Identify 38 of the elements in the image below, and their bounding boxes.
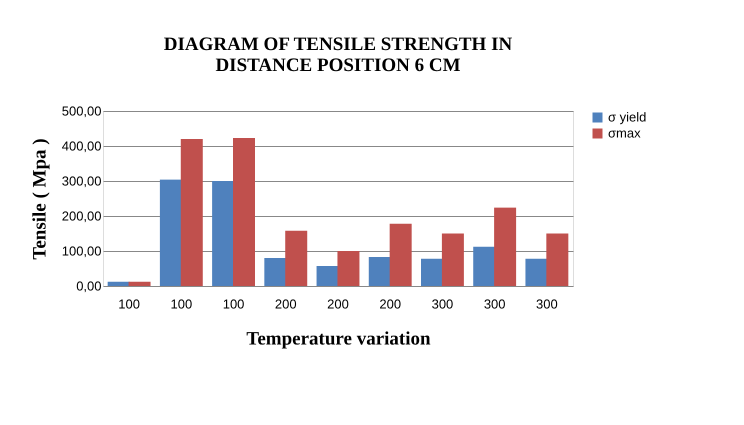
x-tick-label: 100: [170, 296, 192, 312]
legend-label: σ yield: [608, 110, 646, 124]
x-tick-label: 200: [327, 296, 349, 312]
y-tick-label: 200,00: [62, 208, 102, 224]
x-axis-title: Temperature variation: [246, 328, 432, 350]
x-tick-label: 100: [118, 296, 140, 312]
y-axis-title: Tensile ( Mpa ): [30, 138, 51, 260]
bar: [442, 234, 464, 286]
bar: [264, 258, 286, 286]
x-tick-label: 100: [222, 296, 244, 312]
bar: [160, 180, 182, 286]
y-tick-label: 0,00: [76, 278, 102, 294]
bar: [212, 181, 234, 286]
bar: [473, 246, 496, 286]
bar: [368, 256, 391, 286]
bar: [180, 139, 203, 286]
bar: [337, 251, 360, 286]
bar: [421, 258, 443, 286]
bar: [390, 224, 412, 286]
y-tick-label: 400,00: [62, 138, 102, 154]
bar: [108, 282, 130, 286]
bar: [233, 138, 255, 286]
bar: [128, 282, 151, 286]
bar: [285, 230, 308, 286]
legend-label: σmax: [608, 126, 642, 140]
x-tick-label: 200: [274, 296, 297, 312]
x-tick-label: 300: [432, 296, 454, 312]
x-tick-label: 200: [379, 296, 402, 312]
y-tick-label: 500,00: [62, 104, 102, 118]
y-tick-label: 300,00: [62, 174, 102, 188]
bar: [525, 258, 548, 286]
x-tick-label: 300: [536, 296, 558, 312]
bar: [546, 234, 568, 286]
bar: [494, 208, 516, 286]
chart-title: DIAGRAM OF TENSILE STRENGTH IN DISTANCE POSITION 6 CM: [164, 34, 512, 76]
bar: [316, 266, 339, 286]
x-tick-label: 300: [484, 296, 506, 312]
y-tick-label: 100,00: [62, 244, 102, 258]
